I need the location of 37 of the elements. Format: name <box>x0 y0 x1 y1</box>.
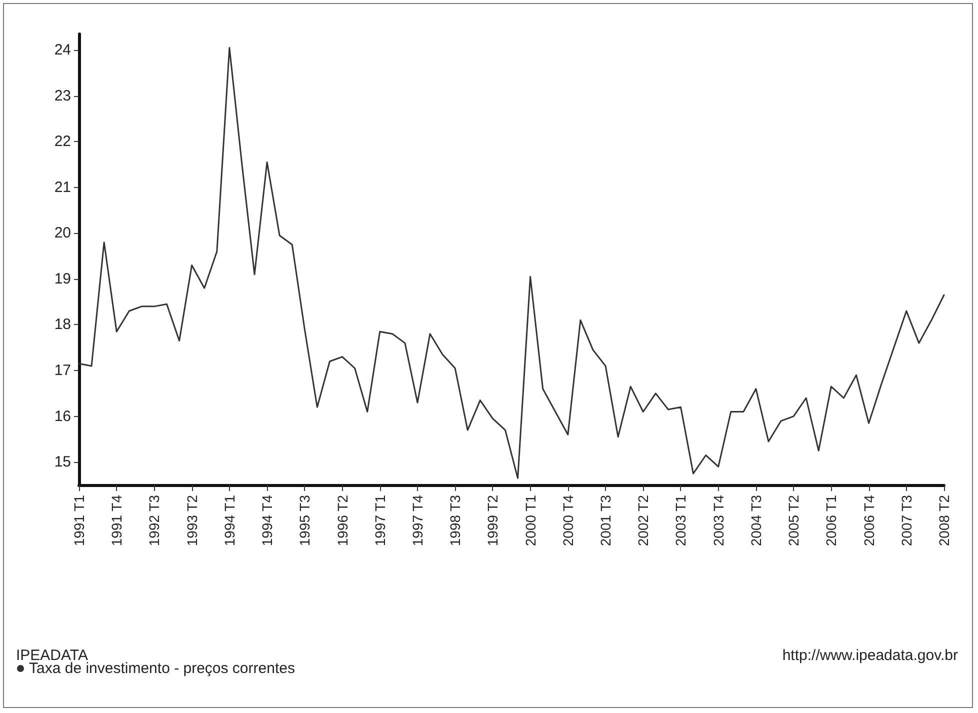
y-tick-label: 19 <box>54 270 71 288</box>
x-tick-label: 1991 T4 <box>108 494 125 546</box>
legend-label: Taxa de investimento - preços correntes <box>29 660 295 677</box>
y-tick-label: 20 <box>54 224 71 242</box>
x-tick-label: 2000 T4 <box>560 494 576 546</box>
x-tick-label: 1997 T4 <box>409 494 426 546</box>
x-tick-label: 2003 T1 <box>672 494 689 546</box>
x-tick-label: 2007 T3 <box>898 494 914 546</box>
x-tick-label: 1993 T2 <box>184 494 200 546</box>
x-tick-label: 1999 T2 <box>484 494 501 546</box>
text: http://www.ipeadata.gov.br <box>782 647 958 664</box>
x-tick-label: 1994 T4 <box>259 494 276 546</box>
x-tick-label: 2005 T2 <box>786 494 802 546</box>
x-tick-label: 1991 T1 <box>71 494 87 546</box>
x-tick-label: 2000 T1 <box>522 494 538 546</box>
y-tick-label: 24 <box>54 42 71 59</box>
y-tick-label: 17 <box>54 362 71 380</box>
x-tick-label: 1992 T3 <box>146 494 162 546</box>
x-tick-label: 2006 T4 <box>860 494 877 546</box>
y-tick-label: 16 <box>54 408 71 425</box>
x-tick-label: 1995 T3 <box>296 494 313 546</box>
x-tick-label: 2004 T3 <box>748 494 764 546</box>
x-tick-label: 1994 T1 <box>221 494 238 546</box>
y-tick-label: 15 <box>54 454 71 471</box>
x-tick-label: 2006 T1 <box>823 494 840 546</box>
x-tick-label: 1998 T3 <box>447 494 464 546</box>
x-tick-label: 2003 T4 <box>710 494 726 546</box>
y-tick-label: 21 <box>54 178 71 196</box>
y-tick-label: 22 <box>54 133 71 150</box>
x-tick-label: 1996 T2 <box>334 494 350 546</box>
x-tick-label: 1997 T1 <box>372 494 388 546</box>
y-tick-label: 23 <box>54 87 71 104</box>
x-tick-label: 2002 T2 <box>635 494 652 546</box>
x-tick-label: 2008 T2 <box>936 494 952 546</box>
line-series <box>78 46 945 479</box>
x-tick-label: 2001 T3 <box>598 494 614 546</box>
y-tick-label: 18 <box>54 316 71 334</box>
